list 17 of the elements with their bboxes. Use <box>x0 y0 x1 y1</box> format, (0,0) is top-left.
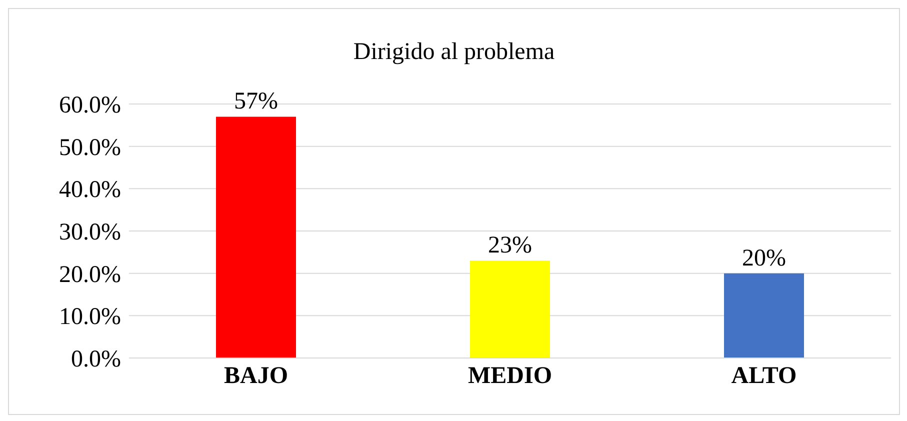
bar <box>216 116 296 358</box>
chart-title: Dirigido al problema <box>352 39 556 66</box>
y-tick-label: 60.0% <box>59 92 121 119</box>
data-label: 20% <box>742 245 786 272</box>
x-tick-label: BAJO <box>224 363 288 390</box>
y-tick-label: 0.0% <box>71 346 121 373</box>
bar <box>470 260 550 358</box>
bar <box>724 273 804 358</box>
data-label: 57% <box>234 88 278 115</box>
y-tick-label: 10.0% <box>59 304 121 330</box>
x-tick-label: MEDIO <box>468 363 552 390</box>
y-tick-label: 50.0% <box>59 134 121 161</box>
x-tick-label: ALTO <box>731 363 797 390</box>
data-label: 23% <box>488 232 532 259</box>
y-tick-label: 40.0% <box>59 177 121 204</box>
y-tick-label: 30.0% <box>59 220 121 246</box>
y-tick-label: 20.0% <box>59 262 121 288</box>
